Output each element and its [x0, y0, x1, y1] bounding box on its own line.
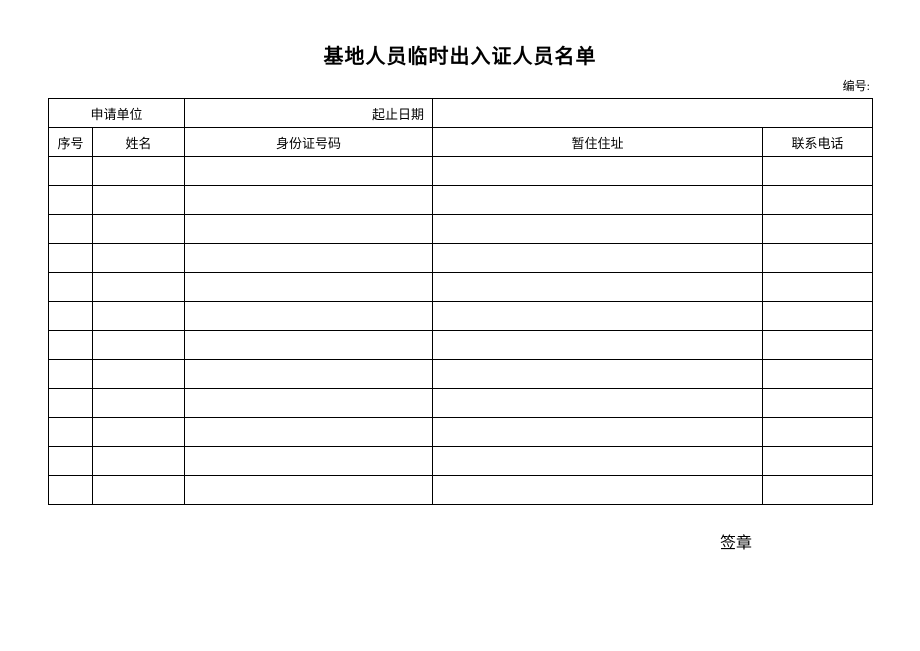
cell-name [93, 302, 185, 331]
personnel-table: 申请单位 起止日期 序号 姓名 身份证号码 暂住住址 联系电话 [48, 98, 873, 505]
cell-name [93, 273, 185, 302]
cell-seq [49, 476, 93, 505]
cell-addr [433, 476, 763, 505]
cell-phone [763, 244, 873, 273]
cell-phone [763, 157, 873, 186]
cell-addr [433, 331, 763, 360]
cell-seq [49, 331, 93, 360]
cell-phone [763, 186, 873, 215]
cell-phone [763, 360, 873, 389]
cell-name [93, 157, 185, 186]
cell-name [93, 244, 185, 273]
cell-phone [763, 389, 873, 418]
cell-id [185, 244, 433, 273]
cell-name [93, 186, 185, 215]
cell-phone [763, 447, 873, 476]
cell-id [185, 273, 433, 302]
cell-phone [763, 302, 873, 331]
table-row [49, 186, 873, 215]
col-header-phone: 联系电话 [763, 128, 873, 157]
cell-addr [433, 302, 763, 331]
cell-id [185, 215, 433, 244]
cell-addr [433, 418, 763, 447]
cell-addr [433, 215, 763, 244]
signature-label: 签章 [48, 529, 872, 553]
table-row [49, 360, 873, 389]
cell-name [93, 418, 185, 447]
cell-id [185, 418, 433, 447]
cell-addr [433, 186, 763, 215]
cell-phone [763, 331, 873, 360]
cell-addr [433, 157, 763, 186]
cell-id [185, 157, 433, 186]
cell-name [93, 331, 185, 360]
table-row [49, 157, 873, 186]
cell-name [93, 215, 185, 244]
cell-id [185, 331, 433, 360]
column-header-row: 序号 姓名 身份证号码 暂住住址 联系电话 [49, 128, 873, 157]
cell-seq [49, 447, 93, 476]
cell-addr [433, 447, 763, 476]
cell-phone [763, 418, 873, 447]
cell-seq [49, 215, 93, 244]
col-header-name: 姓名 [93, 128, 185, 157]
cell-addr [433, 273, 763, 302]
date-range-value [433, 99, 873, 128]
cell-phone [763, 215, 873, 244]
table-row [49, 476, 873, 505]
cell-seq [49, 273, 93, 302]
cell-id [185, 360, 433, 389]
table-row [49, 273, 873, 302]
table-row [49, 302, 873, 331]
cell-seq [49, 418, 93, 447]
cell-id [185, 447, 433, 476]
cell-addr [433, 244, 763, 273]
table-row [49, 331, 873, 360]
apply-unit-label: 申请单位 [49, 99, 185, 128]
date-range-label: 起止日期 [185, 99, 433, 128]
cell-seq [49, 302, 93, 331]
cell-seq [49, 360, 93, 389]
cell-seq [49, 157, 93, 186]
table-row [49, 389, 873, 418]
cell-phone [763, 273, 873, 302]
col-header-addr: 暂住住址 [433, 128, 763, 157]
cell-id [185, 476, 433, 505]
table-row [49, 244, 873, 273]
cell-addr [433, 389, 763, 418]
header-row-1: 申请单位 起止日期 [49, 99, 873, 128]
cell-addr [433, 360, 763, 389]
cell-phone [763, 476, 873, 505]
cell-name [93, 389, 185, 418]
page-title: 基地人员临时出入证人员名单 [48, 40, 872, 69]
col-header-id: 身份证号码 [185, 128, 433, 157]
cell-seq [49, 389, 93, 418]
cell-id [185, 302, 433, 331]
cell-name [93, 360, 185, 389]
col-header-seq: 序号 [49, 128, 93, 157]
table-row [49, 418, 873, 447]
cell-id [185, 186, 433, 215]
cell-seq [49, 186, 93, 215]
table-row [49, 447, 873, 476]
document-number-label: 编号: [48, 77, 872, 94]
cell-name [93, 447, 185, 476]
table-row [49, 215, 873, 244]
cell-seq [49, 244, 93, 273]
cell-id [185, 389, 433, 418]
cell-name [93, 476, 185, 505]
